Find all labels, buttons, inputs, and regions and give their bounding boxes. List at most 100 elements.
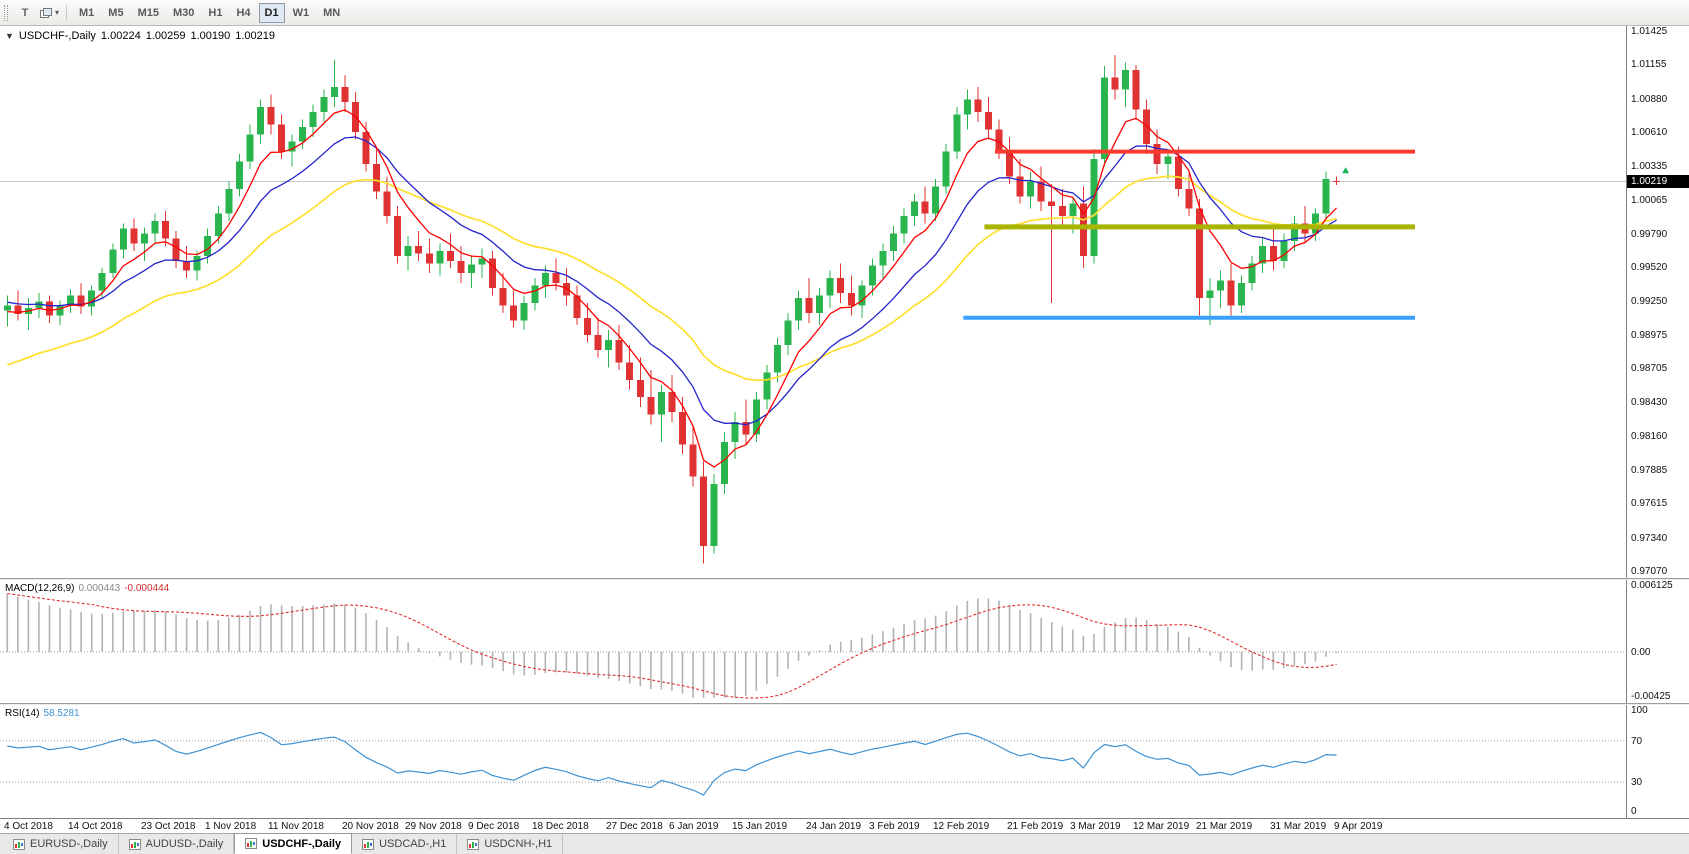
timeframe-m5-button[interactable]: M5 <box>102 3 129 23</box>
macd-signal-value: -0.000444 <box>124 583 170 594</box>
one-click-trading-toggle[interactable]: ▼ <box>5 31 14 41</box>
axis-label: -0.00425 <box>1631 691 1671 702</box>
tab-chart-icon <box>467 838 480 850</box>
candle-up <box>288 141 296 152</box>
rsi-line <box>7 731 1337 796</box>
date-label: 27 Dec 2018 <box>606 821 663 832</box>
candle-down <box>1111 77 1119 90</box>
tab-chart-icon <box>13 838 25 850</box>
candle-down <box>995 129 1003 152</box>
rsi-canvas[interactable] <box>0 705 1626 818</box>
chart-profile-button[interactable]: ▾ <box>38 3 60 23</box>
date-label: 24 Jan 2019 <box>806 821 862 832</box>
candle-down <box>383 191 391 217</box>
candle-down <box>668 392 676 413</box>
candle-up <box>98 273 106 291</box>
tab-chart-icon <box>362 838 375 850</box>
candle-down <box>847 293 855 306</box>
candle-down <box>1269 245 1277 261</box>
candle-up <box>204 235 212 256</box>
rsi-name: RSI(14) <box>5 708 40 719</box>
candle-up <box>953 114 961 152</box>
candle-down <box>1058 206 1066 217</box>
macd-axis[interactable]: 0.006125 0.00 -0.00425 <box>1626 580 1689 703</box>
price-axis[interactable]: 1.01425 1.01155 1.00880 1.00610 1.00335 1.000… <box>1626 26 1689 578</box>
timeframe-m1-button[interactable]: M1 <box>73 3 100 23</box>
time-axis[interactable]: 4 Oct 2018 14 Oct 2018 23 Oct 2018 1 Nov 20… <box>0 818 1689 833</box>
chart-tab-eurusd-daily[interactable]: EURUSD-,Daily <box>3 834 119 854</box>
candle-down <box>425 253 433 264</box>
candle-up <box>963 99 971 115</box>
timeframe-w1-button[interactable]: W1 <box>287 3 316 23</box>
chart-tab-usdchf-daily[interactable]: USDCHF-,Daily <box>234 833 353 854</box>
date-label: 21 Feb 2019 <box>1007 821 1064 832</box>
price-pane: ▼ USDCHF-,Daily 1.00224 1.00259 1.00190 1.002… <box>0 26 1689 578</box>
price-chart-canvas[interactable] <box>0 26 1626 578</box>
tab-label: USDCAD-,H1 <box>379 838 447 850</box>
candle-down <box>267 107 275 125</box>
date-label: 20 Nov 2018 <box>342 821 399 832</box>
timeframe-m30-button[interactable]: M30 <box>167 3 200 23</box>
candle-down <box>457 260 465 274</box>
pane-splitter[interactable] <box>0 578 1689 580</box>
candle-up <box>330 87 338 98</box>
candle-down <box>1079 203 1087 256</box>
layers-icon <box>39 7 53 19</box>
pointer-tool-button[interactable]: T <box>14 3 36 23</box>
chart-tab-bar: EURUSD-,Daily AUDUSD-,Daily USDCHF-,Daily U… <box>0 833 1689 854</box>
chart-window: ▼ USDCHF-,Daily 1.00224 1.00259 1.00190 1.002… <box>0 26 1689 833</box>
candle-up <box>520 302 528 321</box>
candle-up <box>1290 223 1298 241</box>
pane-splitter[interactable] <box>0 703 1689 705</box>
chart-tab-usdcad-h1[interactable]: USDCAD-,H1 <box>352 834 458 854</box>
axis-label: 0.97615 <box>1631 498 1668 509</box>
timeframe-h4-button[interactable]: H4 <box>230 3 256 23</box>
candle-up <box>1027 181 1035 197</box>
candle-up <box>1259 245 1267 264</box>
date-label: 18 Dec 2018 <box>532 821 589 832</box>
candle-up <box>531 285 539 303</box>
macd-signal-line <box>7 592 1337 699</box>
candle-up <box>784 320 792 346</box>
timeframe-d1-button[interactable]: D1 <box>258 2 285 23</box>
candle-up <box>3 305 11 311</box>
date-label: 6 Jan 2019 <box>669 821 719 832</box>
candle-down <box>974 99 982 112</box>
candle-up <box>299 126 307 142</box>
date-label: 3 Feb 2019 <box>869 821 920 832</box>
candle-up <box>1206 290 1214 298</box>
candle-down <box>1174 156 1182 189</box>
chart-tab-usdcnh-h1[interactable]: USDCNH-,H1 <box>457 834 564 854</box>
candle-down <box>489 258 497 289</box>
rsi-label: RSI(14) 58.5281 <box>5 708 84 719</box>
rsi-axis[interactable]: 100 70 30 0 <box>1626 705 1689 818</box>
candle-up <box>225 188 233 214</box>
candle-up <box>773 345 781 373</box>
macd-canvas[interactable] <box>0 580 1626 703</box>
chevron-down-icon: ▾ <box>55 8 60 17</box>
timeframe-m15-button[interactable]: M15 <box>132 3 165 23</box>
candle-up <box>1322 178 1330 214</box>
candle-down <box>1153 144 1161 165</box>
candle-up <box>309 111 317 127</box>
candle-down <box>415 245 423 254</box>
candle-down <box>678 412 686 445</box>
candle-down <box>1333 180 1341 183</box>
candle-up <box>56 305 64 316</box>
toolbar-drag-handle[interactable] <box>4 4 8 21</box>
low-value: 1.00190 <box>190 30 231 42</box>
current-price-tag: 1.00219 <box>1627 175 1689 188</box>
candle-up <box>109 249 117 274</box>
candle-down <box>183 260 191 271</box>
toolbar: T ▾ M1 M5 M15 M30 H1 H4 D1 W1 MN <box>0 0 1689 26</box>
chart-tab-audusd-daily[interactable]: AUDUSD-,Daily <box>119 834 235 854</box>
timeframe-mn-button[interactable]: MN <box>317 3 346 23</box>
date-label: 12 Mar 2019 <box>1133 821 1190 832</box>
timeframe-h1-button[interactable]: H1 <box>202 3 228 23</box>
candle-down <box>805 297 813 313</box>
candle-up <box>478 258 486 265</box>
date-label: 9 Apr 2019 <box>1334 821 1383 832</box>
macd-pane: MACD(12,26,9) 0.000443 -0.000444 0.006125 0… <box>0 580 1689 703</box>
candle-down <box>1132 69 1140 110</box>
candle-down <box>1227 280 1235 306</box>
